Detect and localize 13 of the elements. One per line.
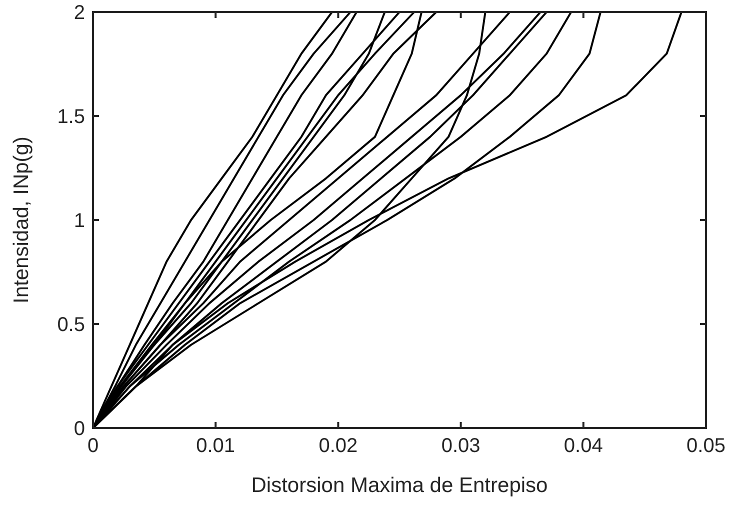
x-axis-title: Distorsion Maxima de Entrepiso [251,474,548,497]
y-tick-label: 1 [74,210,85,232]
y-axis-title: Intensidad, INp(g) [10,136,33,304]
x-tick-label: 0.04 [564,435,603,457]
y-tick-label: 0.5 [57,314,85,336]
y-tick-label: 2 [74,2,85,24]
x-tick-label: 0.03 [441,435,480,457]
x-tick-label: 0.05 [686,435,726,457]
y-tick-label: 1.5 [57,106,85,128]
y-tick-label: 0 [74,418,85,440]
x-tick-label: 0.02 [318,435,358,457]
x-tick-label: 0 [87,435,99,457]
x-tick-label: 0.01 [196,435,236,457]
